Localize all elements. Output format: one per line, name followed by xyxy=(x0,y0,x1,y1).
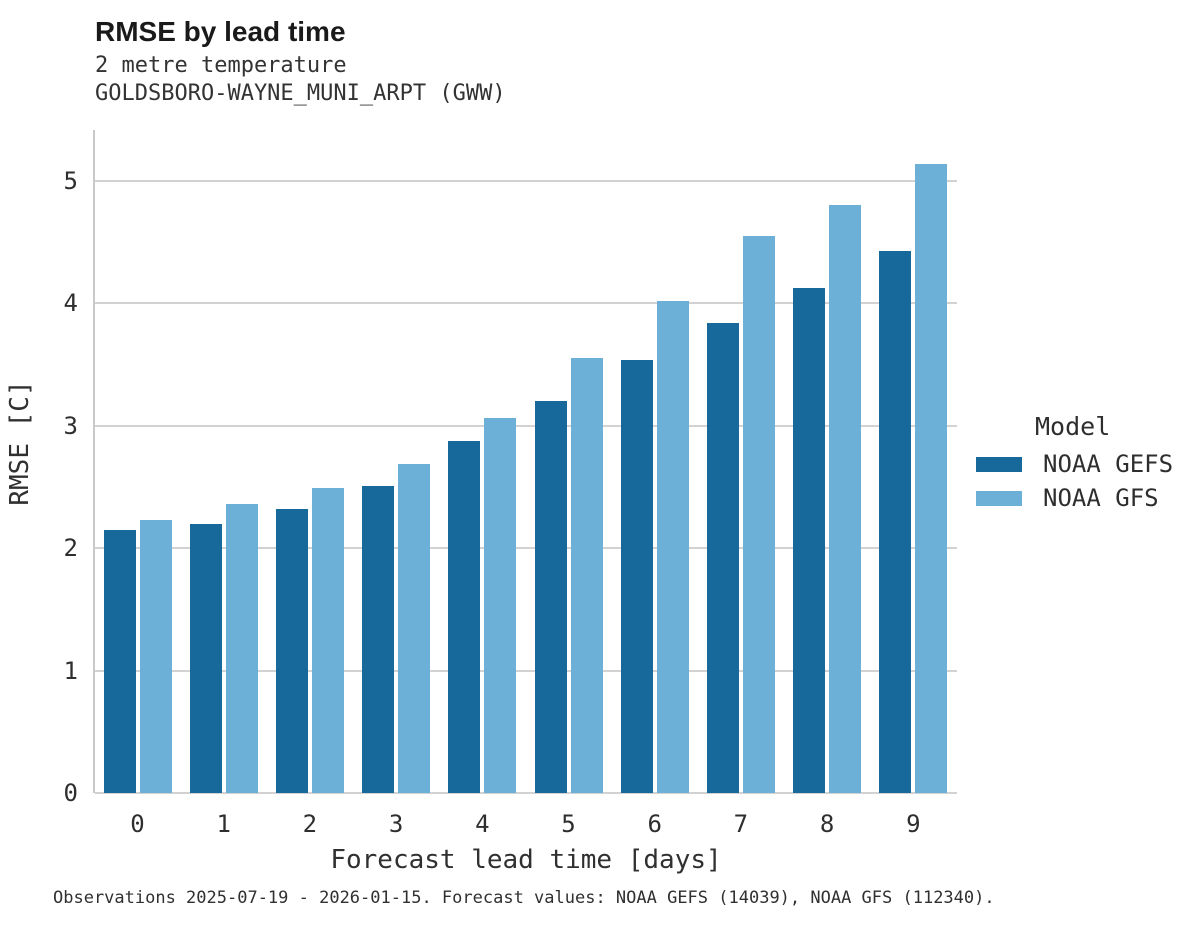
gridline-y-4 xyxy=(95,302,957,305)
bar-noaa-gefs-lead-7 xyxy=(706,322,739,793)
bar-noaa-gefs-lead-2 xyxy=(275,509,308,793)
bar-noaa-gefs-lead-3 xyxy=(362,485,395,793)
x-tick-8: 8 xyxy=(819,810,835,838)
bar-noaa-gfs-lead-3 xyxy=(398,463,431,793)
bar-noaa-gfs-lead-1 xyxy=(225,504,258,793)
bar-noaa-gefs-lead-0 xyxy=(103,529,136,793)
bar-noaa-gfs-lead-6 xyxy=(656,300,689,793)
bar-noaa-gfs-lead-2 xyxy=(311,488,344,793)
x-tick-7: 7 xyxy=(733,810,749,838)
x-tick-4: 4 xyxy=(475,810,490,838)
y-axis-line xyxy=(93,130,95,793)
bar-noaa-gfs-lead-5 xyxy=(570,358,603,793)
legend-title: Model xyxy=(1035,412,1111,441)
chart-caption: Observations 2025-07-19 - 2026-01-15. Fo… xyxy=(53,888,995,908)
bar-noaa-gefs-lead-9 xyxy=(879,250,912,793)
legend-swatch-gfs xyxy=(976,490,1022,506)
y-tick-2: 2 xyxy=(63,534,78,563)
x-tick-2: 2 xyxy=(302,810,318,838)
bar-noaa-gfs-lead-0 xyxy=(139,520,172,793)
bar-noaa-gefs-lead-1 xyxy=(189,523,222,793)
gridline-y-2 xyxy=(95,547,957,550)
x-axis-label: Forecast lead time [days] xyxy=(330,845,722,875)
bar-noaa-gefs-lead-6 xyxy=(620,359,653,793)
y-axis-label: RMSE [C] xyxy=(5,380,35,506)
legend-swatch-gefs xyxy=(976,456,1022,472)
gridline-y-0 xyxy=(95,792,957,794)
gridline-y-5 xyxy=(95,180,957,182)
legend-item-noaa-gefs: NOAA GEFS xyxy=(976,450,1186,478)
y-tick-1: 1 xyxy=(63,656,78,685)
bar-noaa-gfs-lead-4 xyxy=(484,418,517,793)
x-tick-0: 0 xyxy=(130,810,145,838)
gridline-y-1 xyxy=(95,669,957,672)
bar-noaa-gefs-lead-8 xyxy=(793,287,826,793)
legend: Model NOAA GEFS NOAA GFS xyxy=(976,412,1186,521)
x-tick-5: 5 xyxy=(561,810,576,838)
legend-label-gefs: NOAA GEFS xyxy=(1043,450,1174,478)
legend-item-noaa-gfs: NOAA GFS xyxy=(976,484,1186,512)
bar-noaa-gefs-lead-4 xyxy=(448,440,481,793)
x-tick-1: 1 xyxy=(216,810,231,838)
y-tick-3: 3 xyxy=(63,411,78,440)
bar-noaa-gefs-lead-5 xyxy=(534,401,567,793)
x-tick-9: 9 xyxy=(906,810,921,838)
y-tick-0: 0 xyxy=(63,779,78,807)
plot-area xyxy=(93,130,957,794)
x-tick-6: 6 xyxy=(647,810,662,838)
chart-title: RMSE by lead time xyxy=(95,16,346,47)
gridline-y-3 xyxy=(95,424,957,427)
chart-subtitle-variable: 2 metre temperature xyxy=(95,53,347,78)
chart-subtitle-station: GOLDSBORO-WAYNE_MUNI_ARPT (GWW) xyxy=(95,81,506,106)
bar-noaa-gfs-lead-9 xyxy=(915,163,948,793)
y-tick-5: 5 xyxy=(63,167,78,195)
bar-noaa-gfs-lead-7 xyxy=(742,236,775,793)
legend-label-gfs: NOAA GFS xyxy=(1043,484,1159,512)
y-tick-4: 4 xyxy=(63,289,78,318)
bar-noaa-gfs-lead-8 xyxy=(829,205,862,793)
x-tick-3: 3 xyxy=(388,810,404,838)
